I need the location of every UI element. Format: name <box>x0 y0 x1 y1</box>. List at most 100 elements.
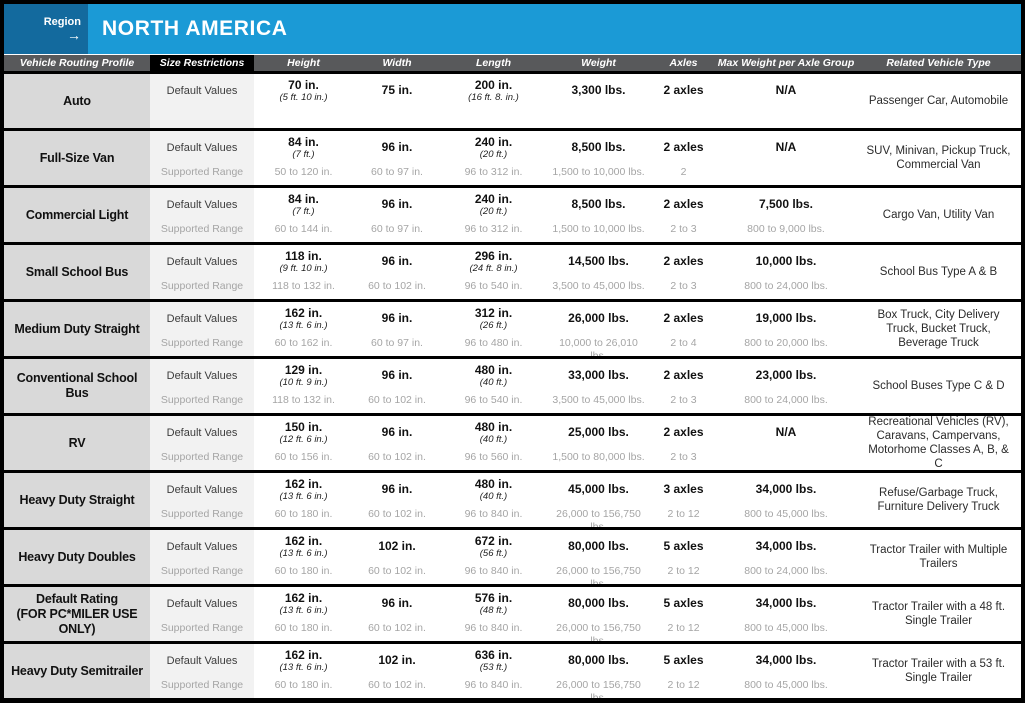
weight-default-value: 45,000 lbs. <box>568 482 629 496</box>
region-banner: Region → NORTH AMERICA <box>4 4 1021 54</box>
weight-supported-range: 26,000 to 156,750 lbs. <box>556 508 641 527</box>
table-row: Default Rating (FOR PC*MILER USE ONLY) D… <box>4 584 1021 641</box>
vehicle-profile-name: Auto <box>4 74 150 128</box>
weight-default-value: 8,500 lbs. <box>571 197 626 211</box>
default-values-label: Default Values <box>150 644 254 677</box>
width-default-value: 96 in. <box>381 425 413 439</box>
supported-range-label: Supported Range <box>150 164 254 185</box>
default-values-label: Default Values <box>150 473 254 506</box>
max-axle-weight-supported-range <box>716 164 856 185</box>
supported-range-label: Supported Range <box>150 392 254 413</box>
height-supported-range: 118 to 132 in. <box>272 280 335 292</box>
related-vehicle-type: Tractor Trailer with Multiple Trailers <box>869 544 1008 570</box>
weight-default-value: 25,000 lbs. <box>568 425 629 439</box>
supported-range-label: Supported Range <box>150 221 254 242</box>
height-default-value: 129 in. (10 ft. 9 in.) <box>279 362 328 388</box>
height-supported-range: 60 to 180 in. <box>274 565 333 577</box>
vehicle-profile-name: Default Rating (FOR PC*MILER USE ONLY) <box>4 587 150 641</box>
right-arrow-icon: → <box>67 27 81 43</box>
default-values-label: Default Values <box>150 530 254 563</box>
weight-default-value: 8,500 lbs. <box>571 140 626 154</box>
height-supported-range: 60 to 180 in. <box>274 679 333 691</box>
weight-default-value: 26,000 lbs. <box>568 311 629 325</box>
related-vehicle-type: Passenger Car, Automobile <box>868 95 1009 107</box>
default-values-label: Default Values <box>150 131 254 164</box>
length-supported-range <box>441 107 546 128</box>
related-vehicle-type: Recreational Vehicles (RV), Caravans, Ca… <box>868 416 1009 470</box>
table-row: Commercial Light Default Values Supporte… <box>4 185 1021 242</box>
col-header-max-weight-per-axle-group: Max Weight per Axle Group <box>717 57 855 69</box>
length-default-value: 636 in. (53 ft.) <box>474 647 513 673</box>
length-supported-range: 96 to 540 in. <box>464 394 523 406</box>
vehicle-profile-name: Heavy Duty Semitrailer <box>4 644 150 698</box>
width-default-value: 96 in. <box>381 596 413 610</box>
max-axle-weight-supported-range: 800 to 45,000 lbs. <box>744 508 828 520</box>
axles-supported-range: 2 to 3 <box>670 451 697 463</box>
height-supported-range: 60 to 144 in. <box>274 223 333 235</box>
table-row: Heavy Duty Doubles Default Values Suppor… <box>4 527 1021 584</box>
weight-supported-range: 1,500 to 80,000 lbs. <box>552 451 645 463</box>
height-default-value: 118 in. (9 ft. 10 in.) <box>279 248 328 274</box>
length-default-value: 576 in. (48 ft.) <box>474 590 513 616</box>
length-supported-range: 96 to 840 in. <box>464 679 523 691</box>
col-header-length: Length <box>476 57 511 69</box>
length-default-value: 240 in. (20 ft.) <box>474 191 513 217</box>
supported-range-label: Supported Range <box>150 563 254 584</box>
width-default-value: 96 in. <box>381 482 413 496</box>
length-default-value: 312 in. (26 ft.) <box>474 305 513 331</box>
width-supported-range: 60 to 102 in. <box>368 508 426 520</box>
weight-default-value: 3,300 lbs. <box>571 83 626 97</box>
height-supported-range: 50 to 120 in. <box>274 166 333 178</box>
weight-default-value: 80,000 lbs. <box>568 653 629 667</box>
height-supported-range: 60 to 162 in. <box>274 337 333 349</box>
max-axle-weight-default-value: 34,000 lbs. <box>755 539 817 553</box>
axles-supported-range: 2 to 12 <box>667 622 700 634</box>
length-default-value: 480 in. (40 ft.) <box>474 476 513 502</box>
axles-default-value: 2 axles <box>663 368 704 382</box>
height-default-value: 162 in. (13 ft. 6 in.) <box>279 647 328 673</box>
length-supported-range: 96 to 480 in. <box>464 337 523 349</box>
vehicle-profile-name: Conventional School Bus <box>4 359 150 413</box>
related-vehicle-type: School Bus Type A & B <box>879 266 998 278</box>
related-vehicle-type: Tractor Trailer with a 48 ft. Single Tra… <box>871 601 1006 627</box>
max-axle-weight-default-value: 34,000 lbs. <box>755 482 817 496</box>
width-supported-range: 60 to 102 in. <box>368 679 426 691</box>
weight-default-value: 80,000 lbs. <box>568 539 629 553</box>
related-vehicle-type: Cargo Van, Utility Van <box>882 209 995 221</box>
max-axle-weight-supported-range: 800 to 24,000 lbs. <box>744 394 828 406</box>
width-supported-range: 60 to 97 in. <box>371 337 423 349</box>
vehicle-profile-name: Medium Duty Straight <box>4 302 150 356</box>
column-header-row: Vehicle Routing Profile Size Restriction… <box>4 55 1021 71</box>
height-default-value: 162 in. (13 ft. 6 in.) <box>279 476 328 502</box>
default-values-label: Default Values <box>150 74 254 107</box>
length-supported-range: 96 to 840 in. <box>464 508 523 520</box>
height-supported-range <box>254 107 353 128</box>
supported-range-label: Supported Range <box>150 449 254 470</box>
default-values-label: Default Values <box>150 245 254 278</box>
weight-supported-range: 1,500 to 10,000 lbs. <box>552 166 645 178</box>
axles-default-value: 2 axles <box>663 311 704 325</box>
max-axle-weight-supported-range: 800 to 24,000 lbs. <box>744 565 828 577</box>
max-axle-weight-supported-range: 800 to 9,000 lbs. <box>747 223 825 235</box>
supported-range-label <box>150 107 254 128</box>
vehicle-profile-name: Full-Size Van <box>4 131 150 185</box>
axles-supported-range <box>651 107 716 128</box>
col-header-weight: Weight <box>581 57 616 69</box>
width-supported-range <box>353 107 441 128</box>
width-supported-range: 60 to 102 in. <box>368 622 426 634</box>
length-supported-range: 96 to 840 in. <box>464 622 523 634</box>
axles-default-value: 2 axles <box>663 425 704 439</box>
related-vehicle-type: Box Truck, City Delivery Truck, Bucket T… <box>877 309 1000 349</box>
axles-supported-range: 2 to 12 <box>667 508 700 520</box>
related-vehicle-type: School Buses Type C & D <box>872 380 1005 392</box>
length-supported-range: 96 to 312 in. <box>464 223 523 235</box>
region-box: Region → <box>4 4 88 54</box>
axles-supported-range: 2 to 3 <box>670 394 697 406</box>
vehicle-profile-name: Small School Bus <box>4 245 150 299</box>
supported-range-label: Supported Range <box>150 335 254 356</box>
width-supported-range: 60 to 102 in. <box>368 280 426 292</box>
axles-default-value: 2 axles <box>663 197 704 211</box>
length-default-value: 480 in. (40 ft.) <box>474 362 513 388</box>
table-row: Heavy Duty Straight Default Values Suppo… <box>4 470 1021 527</box>
axles-supported-range: 2 <box>680 166 687 178</box>
